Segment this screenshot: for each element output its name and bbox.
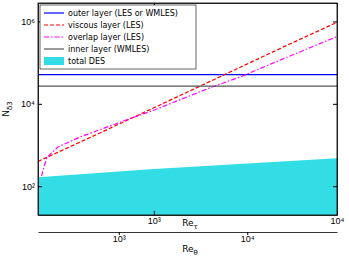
legend-swatch	[44, 57, 64, 65]
legend-swatch	[44, 48, 64, 49]
tick: 10²	[22, 182, 42, 192]
legend-label: total DES	[68, 57, 105, 66]
legend-label: viscous layer (LES)	[68, 21, 144, 30]
tick-mark	[333, 186, 337, 187]
tick	[333, 104, 337, 105]
tick-mark	[38, 186, 42, 187]
tick: 10³	[113, 232, 126, 244]
tick-label: 10³	[148, 216, 161, 226]
plot-frame	[38, 3, 337, 215]
legend-swatch	[44, 12, 64, 13]
chart: 10³ 10⁴ 10² 10⁴ 10⁶ 10³ 10⁴ Reτ Reθ Nδ3 outer laye…	[0, 0, 349, 256]
legend-label: overlap layer (LES)	[68, 33, 144, 42]
legend-label: outer layer (LES or WMLES)	[68, 9, 178, 18]
legend-swatch	[44, 24, 64, 25]
tick-mark	[333, 104, 337, 105]
x-axis-title: Reτ	[182, 218, 198, 231]
x2-axis-line	[39, 232, 338, 233]
series-line	[38, 85, 337, 86]
y-axis-title: Nδ3	[1, 101, 14, 116]
legend-label: inner layer (WMLES)	[68, 45, 149, 54]
y-axis-right-line	[337, 4, 338, 216]
series-line	[38, 74, 337, 75]
tick-label: 10⁴	[331, 216, 345, 226]
legend-swatch	[44, 36, 64, 37]
tick-mark	[38, 104, 42, 105]
tick-label: 10²	[22, 182, 35, 192]
y-axis: 10² 10⁴ 10⁶	[21, 4, 42, 216]
tick: 10⁶	[21, 17, 42, 27]
x2-axis-title: Reθ	[182, 244, 198, 256]
legend: outer layer (LES or WMLES) viscous layer …	[40, 5, 196, 69]
tick: 10³	[148, 211, 161, 226]
y-axis-line	[38, 4, 39, 216]
tick: 10⁴	[241, 232, 255, 244]
tick	[333, 21, 337, 22]
band-area	[38, 158, 337, 215]
x-axis-line	[39, 215, 338, 216]
tick-label: 10⁴	[21, 99, 35, 109]
tick-mark	[154, 211, 155, 215]
x2-axis: 10³ 10⁴	[39, 232, 338, 244]
legend-box	[40, 5, 196, 69]
y-axis-right	[333, 4, 338, 216]
tick-mark	[333, 21, 337, 22]
tick-label: 10⁶	[21, 17, 35, 27]
tick	[333, 186, 337, 187]
x-axis-top-line	[39, 3, 338, 4]
tick: 10⁴	[21, 99, 42, 109]
tick-label: 10⁴	[241, 234, 255, 244]
tick-label: 10³	[113, 234, 126, 244]
